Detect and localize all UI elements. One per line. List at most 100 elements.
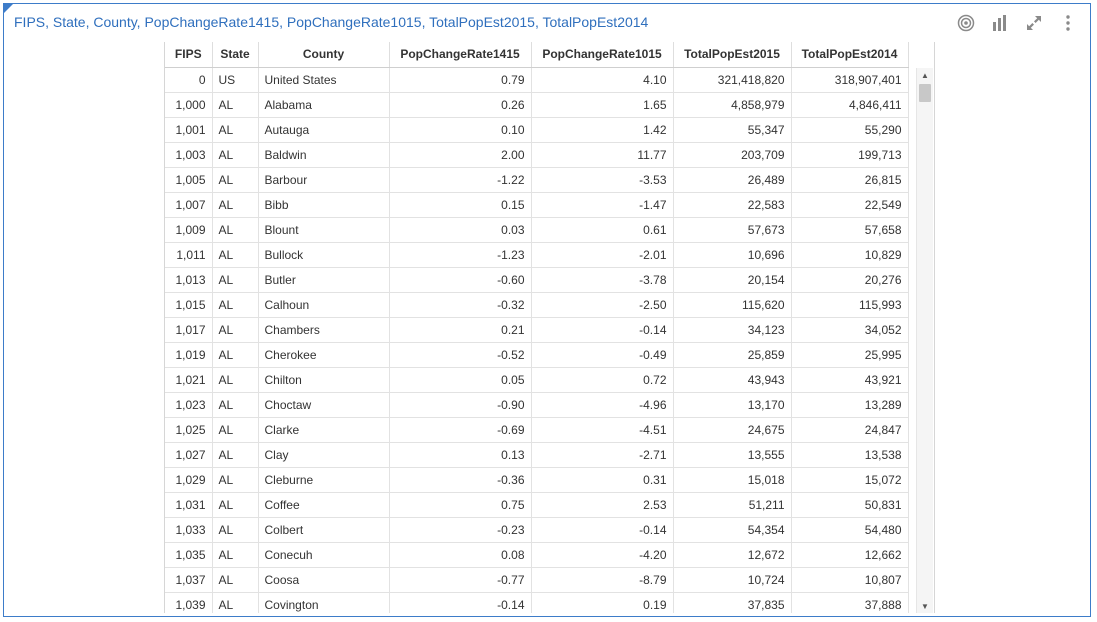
table-row[interactable]: 1,037 AL Coosa -0.77 -8.79 10,724 10,807 — [165, 567, 909, 593]
table-cell: 1,000 — [165, 92, 213, 118]
table-cell: 15,072 — [791, 467, 909, 493]
table-cell: 50,831 — [791, 492, 909, 518]
table-cell: 1,003 — [165, 142, 213, 168]
table-cell: Baldwin — [258, 142, 390, 168]
table-cell: Colbert — [258, 517, 390, 543]
table-cell: 1,027 — [165, 442, 213, 468]
column-header[interactable]: TotalPopEst2015 — [673, 42, 792, 68]
column-header[interactable]: FIPS — [165, 42, 213, 68]
table-cell: 2.53 — [531, 492, 674, 518]
table-cell: -2.71 — [531, 442, 674, 468]
table-cell: -2.50 — [531, 292, 674, 318]
table-row[interactable]: 1,021 AL Chilton 0.05 0.72 43,943 43,921 — [165, 367, 909, 393]
table-cell: -0.14 — [531, 517, 674, 543]
table-row[interactable]: 1,019 AL Cherokee -0.52 -0.49 25,859 25,995 — [165, 342, 909, 368]
table-row[interactable]: 1,011 AL Bullock -1.23 -2.01 10,696 10,829 — [165, 242, 909, 268]
bar-chart-icon — [993, 15, 1006, 31]
table-cell: 54,354 — [673, 517, 792, 543]
chart-type-button[interactable] — [990, 13, 1010, 33]
table-cell: -0.36 — [389, 467, 532, 493]
table-cell: 1,007 — [165, 192, 213, 218]
table-cell: 13,289 — [791, 392, 909, 418]
table-cell: 318,907,401 — [791, 67, 909, 93]
table-cell: AL — [212, 167, 259, 193]
panel-corner-marker — [4, 4, 13, 13]
table-cell: Autauga — [258, 117, 390, 143]
table-cell: Choctaw — [258, 392, 390, 418]
table-cell: 115,993 — [791, 292, 909, 318]
table-cell: 0.26 — [389, 92, 532, 118]
table-cell: 26,815 — [791, 167, 909, 193]
table-row[interactable]: 1,013 AL Butler -0.60 -3.78 20,154 20,276 — [165, 267, 909, 293]
table-cell: 10,724 — [673, 567, 792, 593]
table-cell: 1,017 — [165, 317, 213, 343]
table-row[interactable]: 1,033 AL Colbert -0.23 -0.14 54,354 54,480 — [165, 517, 909, 543]
target-button[interactable] — [956, 13, 976, 33]
table-cell: Bibb — [258, 192, 390, 218]
table-cell: 0.08 — [389, 542, 532, 568]
table-cell: AL — [212, 142, 259, 168]
table-cell: 1.42 — [531, 117, 674, 143]
table-cell: 20,276 — [791, 267, 909, 293]
table-row[interactable]: 1,039 AL Covington -0.14 0.19 37,835 37,888 — [165, 592, 909, 613]
table-cell: 57,673 — [673, 217, 792, 243]
table-row[interactable]: 1,025 AL Clarke -0.69 -4.51 24,675 24,847 — [165, 417, 909, 443]
table-cell: -1.22 — [389, 167, 532, 193]
table-cell: AL — [212, 417, 259, 443]
scroll-up-arrow-icon[interactable]: ▲ — [921, 70, 929, 80]
target-icon — [957, 14, 975, 32]
more-options-button[interactable] — [1058, 13, 1078, 33]
table-cell: US — [212, 67, 259, 93]
table-cell: 0.15 — [389, 192, 532, 218]
table-row[interactable]: 1,005 AL Barbour -1.22 -3.53 26,489 26,815 — [165, 167, 909, 193]
table-cell: 25,995 — [791, 342, 909, 368]
table-cell: 1,019 — [165, 342, 213, 368]
column-header[interactable]: PopChangeRate1015 — [531, 42, 674, 68]
table-cell: Alabama — [258, 92, 390, 118]
table-cell: AL — [212, 592, 259, 613]
table-row[interactable]: 1,015 AL Calhoun -0.32 -2.50 115,620 115,993 — [165, 292, 909, 318]
table-cell: 10,696 — [673, 242, 792, 268]
table-row[interactable]: 1,029 AL Cleburne -0.36 0.31 15,018 15,072 — [165, 467, 909, 493]
table-cell: 12,672 — [673, 542, 792, 568]
table-cell: -0.90 — [389, 392, 532, 418]
table-row[interactable]: 1,031 AL Coffee 0.75 2.53 51,211 50,831 — [165, 492, 909, 518]
column-header[interactable]: PopChangeRate1415 — [389, 42, 532, 68]
table-cell: AL — [212, 467, 259, 493]
table-cell: 321,418,820 — [673, 67, 792, 93]
scroll-down-arrow-icon[interactable]: ▼ — [921, 601, 929, 611]
vertical-scrollbar[interactable]: ▲ ▼ — [916, 68, 933, 613]
table-cell: 20,154 — [673, 267, 792, 293]
expand-button[interactable] — [1024, 13, 1044, 33]
table-cell: -0.77 — [389, 567, 532, 593]
table-cell: 1,013 — [165, 267, 213, 293]
table-cell: 22,583 — [673, 192, 792, 218]
table-cell: -0.23 — [389, 517, 532, 543]
table-row[interactable]: 1,035 AL Conecuh 0.08 -4.20 12,672 12,662 — [165, 542, 909, 568]
table-cell: Bullock — [258, 242, 390, 268]
table-row[interactable]: 1,001 AL Autauga 0.10 1.42 55,347 55,290 — [165, 117, 909, 143]
table-cell: -4.20 — [531, 542, 674, 568]
table-cell: 2.00 — [389, 142, 532, 168]
table-row[interactable]: 1,000 AL Alabama 0.26 1.65 4,858,979 4,846,411 — [165, 92, 909, 118]
table-cell: AL — [212, 217, 259, 243]
table-cell: 1,005 — [165, 167, 213, 193]
table-row[interactable]: 0 US United States 0.79 4.10 321,418,820 318,9… — [165, 67, 909, 93]
table-cell: AL — [212, 117, 259, 143]
table-row[interactable]: 1,003 AL Baldwin 2.00 11.77 203,709 199,713 — [165, 142, 909, 168]
data-grid: FIPS State County PopChangeRate1415 PopChang… — [164, 42, 935, 613]
table-cell: 43,943 — [673, 367, 792, 393]
table-row[interactable]: 1,017 AL Chambers 0.21 -0.14 34,123 34,052 — [165, 317, 909, 343]
table-row[interactable]: 1,007 AL Bibb 0.15 -1.47 22,583 22,549 — [165, 192, 909, 218]
table-row[interactable]: 1,009 AL Blount 0.03 0.61 57,673 57,658 — [165, 217, 909, 243]
column-header[interactable]: State — [212, 42, 259, 68]
scrollbar-thumb[interactable] — [919, 84, 931, 102]
table-cell: 12,662 — [791, 542, 909, 568]
table-cell: 1,001 — [165, 117, 213, 143]
column-header[interactable]: County — [258, 42, 390, 68]
column-header[interactable]: TotalPopEst2014 — [791, 42, 909, 68]
table-row[interactable]: 1,023 AL Choctaw -0.90 -4.96 13,170 13,289 — [165, 392, 909, 418]
table-row[interactable]: 1,027 AL Clay 0.13 -2.71 13,555 13,538 — [165, 442, 909, 468]
table-cell: 1,011 — [165, 242, 213, 268]
table-body: 0 US United States 0.79 4.10 321,418,820 318,9… — [165, 67, 909, 613]
